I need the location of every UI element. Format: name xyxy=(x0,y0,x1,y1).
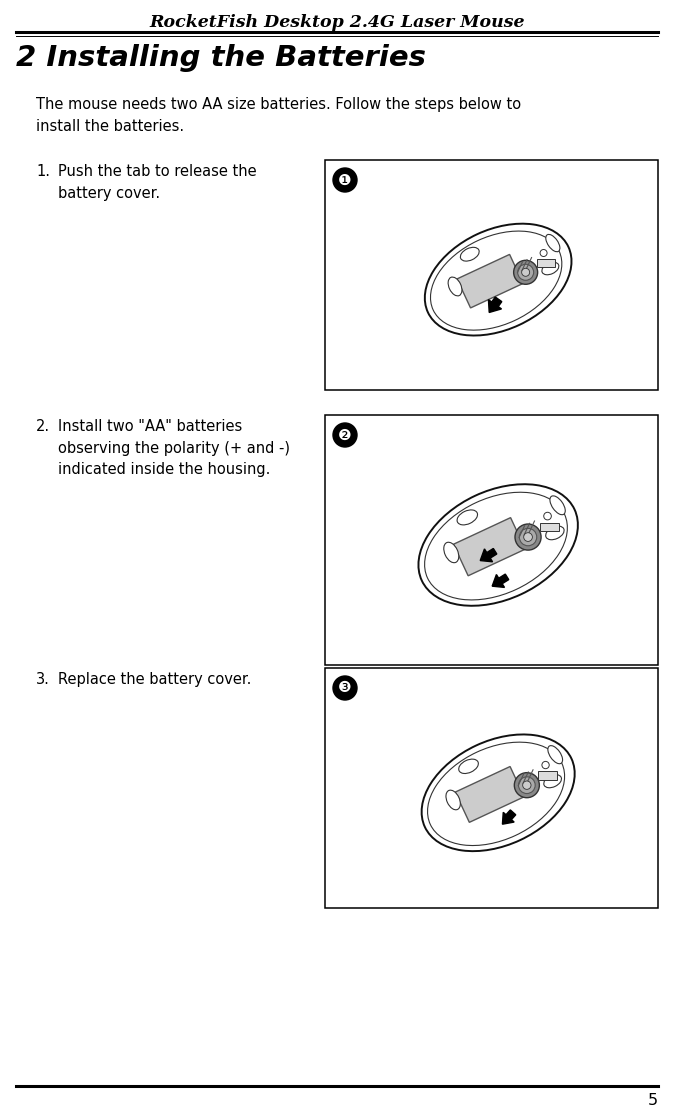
Ellipse shape xyxy=(522,268,530,277)
Text: The mouse needs two AA size batteries. Follow the steps below to
install the bat: The mouse needs two AA size batteries. F… xyxy=(36,97,521,134)
Ellipse shape xyxy=(446,790,460,810)
Ellipse shape xyxy=(425,223,572,336)
Polygon shape xyxy=(539,771,557,780)
Ellipse shape xyxy=(431,231,562,330)
Text: 3.: 3. xyxy=(36,672,50,687)
Text: 5: 5 xyxy=(648,1093,658,1108)
Ellipse shape xyxy=(514,772,539,798)
Ellipse shape xyxy=(425,492,568,600)
Polygon shape xyxy=(457,254,523,308)
Text: RocketFish Desktop 2.4G Laser Mouse: RocketFish Desktop 2.4G Laser Mouse xyxy=(149,15,525,31)
Ellipse shape xyxy=(546,234,560,252)
Ellipse shape xyxy=(448,277,462,296)
FancyArrow shape xyxy=(502,810,516,825)
FancyArrow shape xyxy=(481,548,497,561)
Ellipse shape xyxy=(542,761,549,769)
Text: Replace the battery cover.: Replace the battery cover. xyxy=(58,672,251,687)
Circle shape xyxy=(333,169,357,192)
Text: 2.: 2. xyxy=(36,418,50,434)
Ellipse shape xyxy=(514,260,538,285)
Text: ❷: ❷ xyxy=(338,427,352,443)
Polygon shape xyxy=(540,522,559,531)
Ellipse shape xyxy=(550,496,565,514)
Bar xyxy=(325,668,658,908)
Ellipse shape xyxy=(443,542,459,562)
FancyArrow shape xyxy=(492,574,509,587)
Text: 2 Installing the Batteries: 2 Installing the Batteries xyxy=(16,44,426,73)
Text: 1.: 1. xyxy=(36,164,50,179)
Ellipse shape xyxy=(457,510,478,525)
Ellipse shape xyxy=(518,777,535,793)
Bar xyxy=(325,160,658,389)
FancyArrow shape xyxy=(489,297,501,312)
Circle shape xyxy=(333,423,357,448)
Text: ❶: ❶ xyxy=(338,173,352,187)
Ellipse shape xyxy=(515,525,541,550)
Ellipse shape xyxy=(546,526,564,540)
Ellipse shape xyxy=(459,759,479,773)
Ellipse shape xyxy=(542,262,559,275)
Bar xyxy=(325,415,658,665)
Ellipse shape xyxy=(544,512,551,520)
Ellipse shape xyxy=(524,532,532,541)
Ellipse shape xyxy=(422,734,575,852)
Polygon shape xyxy=(454,518,525,576)
Ellipse shape xyxy=(427,742,565,846)
Ellipse shape xyxy=(522,781,531,789)
Text: Push the tab to release the
battery cover.: Push the tab to release the battery cove… xyxy=(58,164,257,201)
Ellipse shape xyxy=(548,745,563,763)
Ellipse shape xyxy=(460,248,479,261)
Ellipse shape xyxy=(544,775,561,788)
Ellipse shape xyxy=(540,250,547,257)
Ellipse shape xyxy=(518,264,534,280)
Circle shape xyxy=(333,676,357,700)
Text: Install two "AA" batteries
observing the polarity (+ and -)
indicated inside the: Install two "AA" batteries observing the… xyxy=(58,418,290,478)
Text: ❸: ❸ xyxy=(338,681,352,695)
Ellipse shape xyxy=(419,484,578,606)
Polygon shape xyxy=(537,259,555,267)
Polygon shape xyxy=(455,767,524,822)
Ellipse shape xyxy=(520,528,537,546)
